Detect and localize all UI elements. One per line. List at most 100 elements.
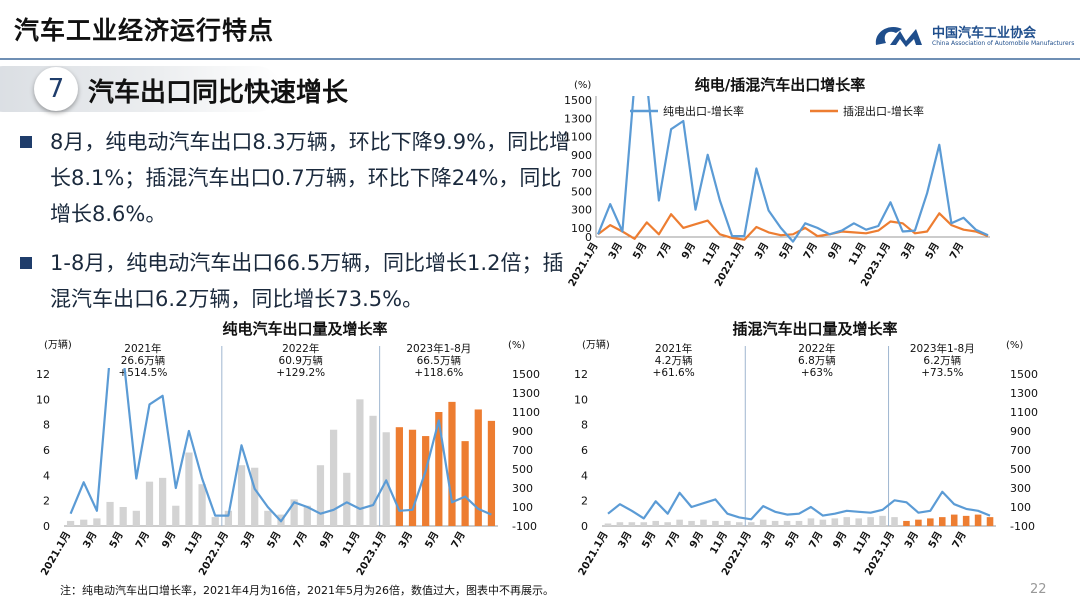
bar-2021-2022 [119,507,127,526]
page-number: 22 [1030,582,1047,597]
y-tick-label-left: 6 [581,444,588,457]
y-tick-label: 0 [585,231,592,244]
y-tick-label-right: 500 [512,463,533,476]
y-tick-label-left: 6 [43,444,50,457]
y-tick-label: 1100 [564,131,592,144]
bar-2021-2022 [688,520,695,526]
year-annotation-line: +73.5% [921,367,963,379]
year-annotation-line: +514.5% [118,367,167,379]
bullet-item: 8月，纯电动汽车出口8.3万辆，环比下降9.9%，同比增长8.1%；插混汽车出口… [20,124,580,232]
bar-2021-2022 [106,501,114,526]
bar-2021-2022 [724,520,731,526]
logo-name-cn: 中国汽车工业协会 [932,26,1037,41]
y-tick-label-right: 1100 [512,406,540,419]
bev-export-chart: 纯电汽车出口量及增长率 (万辆) (%) 0 2 4 6 8 10 12 -100 100 300 500… [36,320,540,578]
bar-2021-2022 [224,510,233,526]
bar-2023 [927,518,934,526]
y-tick-label-left: 12 [574,368,588,381]
x-tick-label: 7月 [291,530,310,551]
bar-2021-2022 [290,499,298,526]
y-tick-label-left: 10 [574,393,588,406]
y-tick-label-right: 500 [1010,463,1031,476]
y-tick-label-left: 4 [581,469,588,482]
bar-2021-2022 [198,484,206,526]
year-annotation-line: 66.5万辆 [417,354,461,367]
y-tick-label-left: 2 [43,495,50,508]
header-divider [0,58,1080,60]
x-tick-label: 9月 [830,530,849,551]
section-number: 7 [34,67,78,111]
bar-2021-2022 [145,481,154,526]
x-tick-label: 5月 [926,530,945,551]
y-tick-label-right: 900 [1010,425,1031,438]
x-tick-label: 7月 [950,530,969,551]
x-tick-label: 5月 [777,241,796,262]
year-annotation-line: 2022年 [282,342,319,355]
x-tick-label: 2021.1月 [566,241,601,289]
x-tick-label: 5月 [639,530,658,551]
series-line [597,212,989,241]
bar-2021-2022 [382,432,390,526]
footnote: 注：纯电动汽车出口增长率，2021年4月为16倍，2021年5月为26倍，数值过… [60,584,554,597]
y-tick-label-right: 900 [512,425,533,438]
x-tick-label: 3月 [899,241,918,262]
year-annotation-line: 6.8万辆 [798,354,836,367]
x-tick-label: 9月 [679,241,698,262]
bar-2021-2022 [159,477,167,526]
chart-title: 纯电汽车出口量及增长率 [222,320,387,338]
bar-2021-2022 [604,523,612,526]
logo-name-en: China Association of Automobile Manufact… [932,40,1075,47]
bar-2021-2022 [316,465,325,526]
chart-title: 纯电/插混汽车出口增长率 [695,76,865,94]
bar-2023 [408,429,417,526]
page-title: 汽车工业经济运行特点 [14,16,275,45]
bullet-text: 1-8月，纯电动汽车出口66.5万辆，同比增长1.2倍；插混汽车出口6.2万辆，… [50,251,564,311]
bullet-item: 1-8月，纯电动汽车出口66.5万辆，同比增长1.2倍；插混汽车出口6.2万辆，… [20,245,580,317]
year-annotation-line: 6.2万辆 [923,354,961,367]
x-tick-label: 11月 [340,530,362,557]
bar-2021-2022 [891,517,898,526]
x-tick-label: 3月 [396,530,415,551]
series-line [596,96,989,243]
y-tick-label: 700 [571,167,592,180]
chart-title: 插混汽车出口量及增长率 [732,320,897,338]
y-tick-label: 100 [571,222,592,235]
y-tick-label-right: 1300 [1010,387,1038,400]
y-tick-label: 300 [571,204,592,217]
y-tick-label-left: 2 [581,495,588,508]
y-tick-label-left: 4 [43,469,50,482]
legend-label: 纯电出口-增长率 [663,104,744,118]
bar-2021-2022 [66,520,75,526]
year-annotation-line: 2021年 [655,342,692,355]
x-tick-label: 3月 [752,241,771,262]
y-tick-label-right: 700 [1010,444,1031,457]
x-tick-label: 2021.1月 [576,530,611,578]
legend-label: 插混出口-增长率 [843,104,924,118]
bar-2021-2022 [356,399,364,526]
bar-2021-2022 [855,518,862,526]
bar-2021-2022 [251,467,259,526]
bar-2021-2022 [759,519,767,526]
y-tick-label-right: 100 [512,501,533,514]
bar-2021-2022 [80,519,88,526]
x-tick-label: 5月 [423,530,442,551]
bar-2021-2022 [237,465,246,526]
x-tick-label: 3月 [81,530,100,551]
x-tick-label: 11月 [182,530,204,557]
x-tick-label: 9月 [687,530,706,551]
bullet-square-icon [20,136,32,148]
x-tick-label: 5月 [107,530,126,551]
y-axis-unit-left: (万辆) [44,338,72,351]
year-annotation-line: 2021年 [124,342,161,355]
bar-2021-2022 [807,518,815,526]
x-tick-label: 3月 [759,530,778,551]
y-tick-label-right: 300 [1010,482,1031,495]
y-axis-unit: (%) [574,80,591,91]
section-title: 汽车出口同比快速增长 [88,78,349,108]
y-tick-label-left: 0 [43,520,50,533]
bar-2021-2022 [329,429,338,526]
x-tick-label: 11月 [708,530,730,557]
bar-2023 [448,401,456,526]
x-tick-label: 7月 [655,241,674,262]
year-annotation-line: 26.6万辆 [121,354,165,367]
